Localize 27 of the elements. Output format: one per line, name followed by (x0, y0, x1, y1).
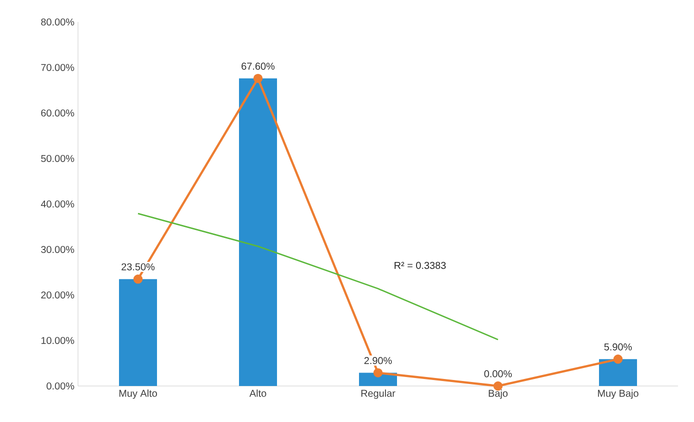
y-tick-label: 10.00% (41, 336, 74, 344)
y-tick-label: 50.00% (41, 154, 74, 162)
bar (239, 78, 278, 386)
x-tick-label: Muy Bajo (598, 390, 638, 399)
data-label: 5.90% (604, 343, 632, 350)
bar (599, 359, 638, 386)
data-label: 2.90% (364, 357, 392, 364)
y-tick-label: 30.00% (41, 246, 74, 254)
x-tick-label: Alto (249, 390, 266, 397)
x-tick-label: Regular (361, 390, 396, 399)
data-label: 0.00% (484, 370, 512, 378)
annotation: R² = 0.3383 (394, 262, 446, 269)
data-label: 67.60% (242, 62, 275, 70)
point (253, 74, 263, 84)
x-tick-label: Bajo (488, 390, 508, 399)
y-tick-label: 60.00% (41, 109, 74, 117)
y-tick-label: 0.00% (46, 382, 74, 390)
bar (119, 279, 157, 386)
point (133, 274, 143, 284)
data-label: 23.50% (122, 263, 155, 270)
y-tick-label: 20.00% (41, 291, 74, 299)
point (613, 354, 623, 364)
y-tick-label: 80.00% (41, 18, 74, 26)
y-tick-label: 70.00% (41, 64, 74, 72)
point (373, 368, 383, 378)
y-tick-label: 40.00% (40, 200, 74, 208)
x-tick-label: Muy Alto (119, 390, 157, 399)
